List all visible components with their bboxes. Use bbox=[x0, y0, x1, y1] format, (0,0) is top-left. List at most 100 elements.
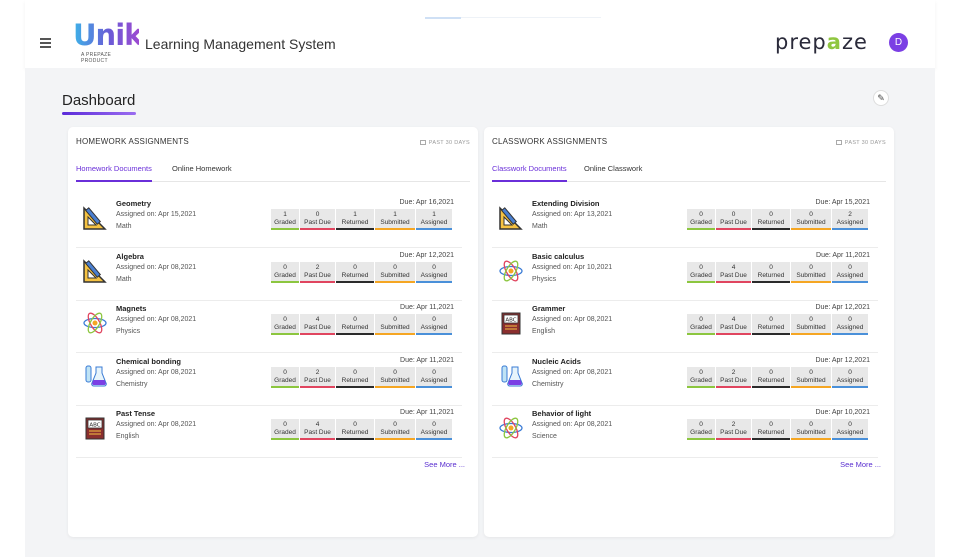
stat-label: Graded bbox=[690, 376, 712, 384]
stat-past-due[interactable]: 2 Past Due bbox=[300, 261, 335, 283]
stat-assigned[interactable]: 0 Assigned bbox=[832, 261, 868, 283]
stat-assigned[interactable]: 0 Assigned bbox=[832, 366, 868, 388]
unik-logo[interactable]: Unik A PREPAZE PRODUCT bbox=[73, 20, 143, 64]
assignment-row[interactable]: ABC Grammer Assigned on: Apr 08,2021 Englis… bbox=[492, 300, 878, 353]
stat-graded[interactable]: 0 Graded bbox=[271, 261, 299, 283]
period-filter[interactable]: PAST 30 DAYS bbox=[835, 140, 886, 146]
loading-track bbox=[461, 17, 601, 18]
assignment-row[interactable]: ABC Past Tense Assigned on: Apr 08,2021 Eng… bbox=[76, 405, 462, 458]
stat-returned[interactable]: 0 Returned bbox=[752, 209, 790, 230]
assignment-name[interactable]: Basic calculus bbox=[532, 251, 585, 261]
stat-label: Assigned bbox=[836, 324, 864, 331]
stat-returned[interactable]: 1 Returned bbox=[336, 209, 374, 230]
stat-assigned[interactable]: 0 Assigned bbox=[416, 366, 452, 388]
stat-label: Submitted bbox=[796, 429, 826, 436]
stat-graded[interactable]: 0 Graded bbox=[687, 366, 715, 388]
stat-count: 0 bbox=[393, 316, 397, 323]
user-avatar[interactable]: D bbox=[889, 33, 908, 52]
stat-past-due[interactable]: 2 Past Due bbox=[716, 419, 751, 440]
assigned-date: Assigned on: Apr 08,2021 bbox=[116, 263, 197, 271]
menu-icon[interactable] bbox=[40, 38, 51, 48]
stat-submitted[interactable]: 0 Submitted bbox=[791, 209, 831, 230]
stat-past-due[interactable]: 2 Past Due bbox=[716, 366, 751, 388]
stat-label: Assigned bbox=[420, 429, 448, 436]
assigned-date: Assigned on: Apr 15,2021 bbox=[116, 211, 197, 218]
stat-assigned[interactable]: 0 Assigned bbox=[832, 419, 868, 440]
stat-count: 0 bbox=[848, 263, 852, 271]
see-more-link[interactable]: See More ... bbox=[424, 460, 465, 469]
stat-label: Past Due bbox=[720, 429, 747, 436]
stat-past-due[interactable]: 0 Past Due bbox=[716, 209, 751, 230]
stat-past-due[interactable]: 2 Past Due bbox=[300, 366, 335, 388]
stat-submitted[interactable]: 0 Submitted bbox=[375, 314, 415, 335]
assignment-name[interactable]: Chemical bonding bbox=[116, 356, 182, 366]
stat-label: Submitted bbox=[380, 271, 410, 279]
stat-submitted[interactable]: 0 Submitted bbox=[375, 261, 415, 283]
assignment-row[interactable]: Geometry Assigned on: Apr 15,2021 Math Due:… bbox=[76, 195, 462, 248]
stat-label: Assigned bbox=[836, 219, 864, 226]
stat-past-due[interactable]: 4 Past Due bbox=[300, 419, 335, 440]
stat-color-bar bbox=[375, 438, 415, 440]
assignment-name[interactable]: Algebra bbox=[116, 251, 144, 261]
stat-assigned[interactable]: 0 Assigned bbox=[416, 261, 452, 283]
stat-graded[interactable]: 0 Graded bbox=[687, 209, 715, 230]
stat-count: 0 bbox=[432, 368, 436, 376]
stat-graded[interactable]: 0 Graded bbox=[271, 419, 299, 440]
stat-assigned[interactable]: 2 Assigned bbox=[832, 209, 868, 230]
stat-past-due[interactable]: 4 Past Due bbox=[716, 261, 751, 283]
stat-graded[interactable]: 0 Graded bbox=[687, 419, 715, 440]
stat-assigned[interactable]: 0 Assigned bbox=[416, 419, 452, 440]
period-filter[interactable]: PAST 30 DAYS bbox=[419, 140, 470, 146]
assignment-row[interactable]: Behavior of light Assigned on: Apr 08,202… bbox=[492, 405, 878, 458]
stat-graded[interactable]: 1 Graded bbox=[271, 209, 299, 230]
assignment-name[interactable]: Magnets bbox=[116, 304, 147, 313]
stat-graded[interactable]: 0 Graded bbox=[271, 314, 299, 335]
stat-returned[interactable]: 0 Returned bbox=[752, 314, 790, 335]
stat-submitted[interactable]: 0 Submitted bbox=[375, 366, 415, 388]
stat-assigned[interactable]: 1 Assigned bbox=[416, 209, 452, 230]
assignment-name[interactable]: Behavior of light bbox=[532, 409, 592, 418]
stat-graded[interactable]: 0 Graded bbox=[687, 314, 715, 335]
tab-documents[interactable]: Classwork Documents bbox=[492, 164, 567, 182]
stat-returned[interactable]: 0 Returned bbox=[336, 261, 374, 283]
assignment-name[interactable]: Nucleic Acids bbox=[532, 356, 581, 366]
tab-documents[interactable]: Homework Documents bbox=[76, 164, 152, 182]
panel-title: CLASSWORK ASSIGNMENTS bbox=[492, 137, 608, 146]
assignment-row[interactable]: Algebra Assigned on: Apr 08,2021 Math Due: … bbox=[76, 248, 462, 301]
stat-submitted[interactable]: 0 Submitted bbox=[791, 366, 831, 388]
edit-button[interactable]: ✎ bbox=[873, 90, 889, 106]
assignment-name[interactable]: Extending Division bbox=[532, 199, 600, 208]
stat-graded[interactable]: 0 Graded bbox=[271, 366, 299, 388]
assignment-row[interactable]: Magnets Assigned on: Apr 08,2021 Physics Du… bbox=[76, 300, 462, 353]
stat-returned[interactable]: 0 Returned bbox=[752, 366, 790, 388]
stat-submitted[interactable]: 0 Submitted bbox=[791, 261, 831, 283]
assignment-row[interactable]: Extending Division Assigned on: Apr 13,20… bbox=[492, 195, 878, 248]
assignment-name[interactable]: Geometry bbox=[116, 199, 152, 208]
stat-returned[interactable]: 0 Returned bbox=[336, 419, 374, 440]
stat-returned[interactable]: 0 Returned bbox=[752, 261, 790, 283]
stat-past-due[interactable]: 4 Past Due bbox=[716, 314, 751, 335]
stat-returned[interactable]: 0 Returned bbox=[336, 366, 374, 388]
stat-past-due[interactable]: 0 Past Due bbox=[300, 209, 335, 230]
assignment-name[interactable]: Grammer bbox=[532, 304, 566, 313]
stat-submitted[interactable]: 0 Submitted bbox=[375, 419, 415, 440]
status-counts: 0 Graded 4 Past Due 0 Returned 0 Submitted 0 Assi… bbox=[271, 314, 454, 335]
see-more-link[interactable]: See More ... bbox=[840, 460, 881, 469]
stat-label: Returned bbox=[757, 324, 785, 331]
stat-assigned[interactable]: 0 Assigned bbox=[832, 314, 868, 335]
stat-submitted[interactable]: 0 Submitted bbox=[791, 419, 831, 440]
assignment-row[interactable]: Chemical bonding Assigned on: Apr 08,2021… bbox=[76, 353, 462, 406]
tab-online[interactable]: Online Classwork bbox=[584, 164, 643, 173]
stat-graded[interactable]: 0 Graded bbox=[687, 261, 715, 283]
stat-returned[interactable]: 0 Returned bbox=[752, 419, 790, 440]
stat-assigned[interactable]: 0 Assigned bbox=[416, 314, 452, 335]
assignment-row[interactable]: Nucleic Acids Assigned on: Apr 08,2021 Che… bbox=[492, 353, 878, 406]
classwork-panel: CLASSWORK ASSIGNMENTS PAST 30 DAYS Classwo… bbox=[484, 127, 894, 537]
stat-submitted[interactable]: 1 Submitted bbox=[375, 209, 415, 230]
assignment-row[interactable]: Basic calculus Assigned on: Apr 10,2021 Ph… bbox=[492, 248, 878, 301]
assignment-name[interactable]: Past Tense bbox=[116, 409, 156, 418]
stat-returned[interactable]: 0 Returned bbox=[336, 314, 374, 335]
stat-past-due[interactable]: 4 Past Due bbox=[300, 314, 335, 335]
stat-submitted[interactable]: 0 Submitted bbox=[791, 314, 831, 335]
tab-online[interactable]: Online Homework bbox=[172, 164, 232, 173]
